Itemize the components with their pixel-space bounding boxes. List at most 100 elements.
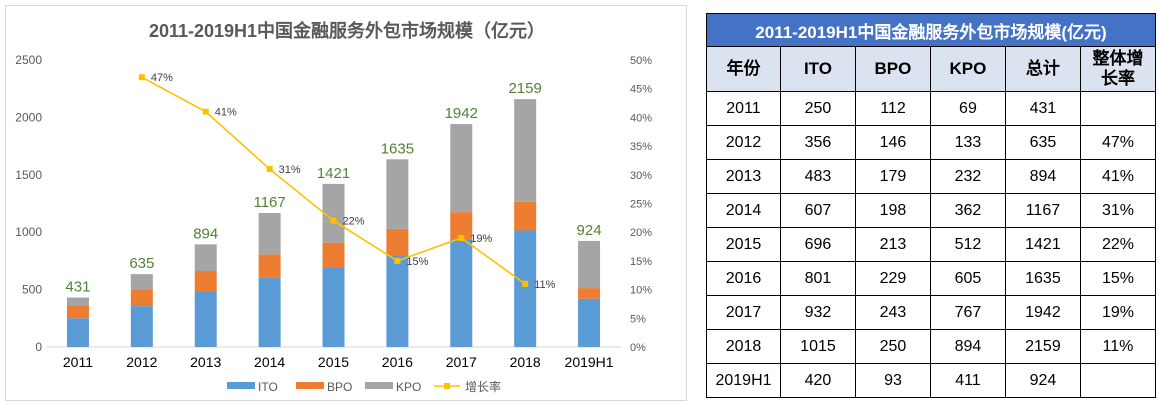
table-cell: 47%	[1079, 125, 1157, 160]
table-cell: 2159	[1004, 329, 1081, 364]
total-label: 2159	[508, 80, 541, 97]
table-cell: 696	[779, 227, 856, 262]
y2-tick-label: 5%	[630, 313, 646, 325]
y-tick-label: 1500	[15, 168, 42, 182]
table-cell: 15%	[1079, 261, 1157, 296]
legend-label: ITO	[258, 380, 278, 394]
table-cell: 932	[779, 295, 856, 330]
bar-bpo-2017	[450, 212, 473, 241]
legend-swatch-ito	[227, 382, 255, 389]
bar-kpo-2016	[386, 159, 409, 229]
data-table: 2011-2019H1中国金融服务外包市场规模(亿元) 年份 ITO BPO KPO 总…	[706, 13, 1157, 398]
x-tick-label: 2011	[63, 354, 93, 370]
table-header-4: 总计	[1004, 46, 1081, 92]
bar-kpo-2013	[194, 244, 217, 272]
chart-panel: 2011-2019H1中国金融服务外包市场规模（亿元） 0 500 1000 1500 2…	[5, 5, 687, 401]
table-cell: 420	[779, 363, 856, 398]
table-cell: 635	[1004, 125, 1081, 160]
y2-tick-label: 0%	[630, 342, 646, 354]
growth-rate-label: 15%	[406, 256, 428, 268]
bar-kpo-2018	[514, 99, 537, 202]
bar-bpo-2011	[66, 305, 89, 319]
bar-ito-2012	[130, 306, 153, 347]
bar-kpo-2015	[322, 183, 345, 243]
growth-rate-label: 22%	[343, 216, 365, 228]
legend-swatch-kpo	[365, 382, 393, 389]
table-cell: 2019H1	[706, 363, 781, 398]
growth-rate-point	[522, 280, 529, 287]
growth-rate-label: 31%	[279, 164, 301, 176]
bar-bpo-2016	[386, 228, 409, 256]
bar-kpo-2019H1	[578, 240, 601, 289]
table-cell: 607	[779, 193, 856, 228]
table-cell: 133	[929, 125, 1006, 160]
growth-rate-point	[138, 74, 145, 81]
table-cell: 512	[929, 227, 1006, 262]
bar-ito-2018	[514, 230, 537, 347]
table-cell: 767	[929, 295, 1006, 330]
table-header-1: ITO	[779, 46, 856, 92]
growth-rate-point	[202, 108, 209, 115]
y2-tick-label: 45%	[630, 84, 652, 96]
y2-tick-label: 10%	[630, 285, 652, 297]
table-cell: 1167	[1004, 193, 1081, 228]
table-cell: 229	[854, 261, 931, 296]
bar-bpo-2014	[258, 254, 281, 278]
total-label: 1635	[381, 140, 414, 157]
x-tick-label: 2015	[318, 354, 349, 370]
table-cell: 894	[1004, 159, 1081, 194]
table-cell	[1079, 91, 1157, 126]
table-row: 2012 356 146 133 635 47%	[706, 125, 1157, 160]
table-cell: 483	[779, 159, 856, 194]
y-tick-label: 2500	[15, 53, 42, 67]
bar-bpo-2019H1	[578, 288, 601, 299]
x-tick-label: 2018	[510, 354, 541, 370]
y-tick-label: 2000	[15, 110, 42, 124]
chart-title: 2011-2019H1中国金融服务外包市场规模（亿元）	[149, 20, 545, 41]
table-cell: 1942	[1004, 295, 1081, 330]
y2-tick-label: 35%	[630, 141, 652, 153]
bar-kpo-2014	[258, 213, 281, 255]
table-row: 2018 1015 250 894 2159 11%	[706, 329, 1157, 364]
table-cell: 2016	[706, 261, 781, 296]
legend-label: KPO	[396, 380, 421, 394]
table-cell: 232	[929, 159, 1006, 194]
table-cell: 894	[929, 329, 1006, 364]
table-row: 2014 607 198 362 1167 31%	[706, 193, 1157, 228]
table-cell: 1635	[1004, 261, 1081, 296]
table-title: 2011-2019H1中国金融服务外包市场规模(亿元)	[706, 13, 1156, 47]
table-header-row: 年份 ITO BPO KPO 总计 整体增长率	[706, 46, 1157, 92]
bar-kpo-2012	[130, 274, 153, 290]
table-header-0: 年份	[706, 46, 781, 92]
legend-swatch-growth-marker	[444, 383, 450, 389]
y2-tick-label: 20%	[630, 227, 652, 239]
x-tick-label: 2016	[382, 354, 413, 370]
table-row: 2011 250 112 69 431	[706, 91, 1157, 126]
growth-rate-label: 47%	[151, 72, 173, 84]
table-cell: 924	[1004, 363, 1081, 398]
y2-tick-label: 30%	[630, 170, 652, 182]
x-tick-label: 2017	[446, 354, 477, 370]
bar-kpo-2017	[450, 124, 473, 213]
table-cell: 801	[779, 261, 856, 296]
table-header-3: KPO	[929, 46, 1006, 92]
legend-swatch-bpo	[296, 382, 324, 389]
table-cell: 2012	[706, 125, 781, 160]
table-header-2: BPO	[854, 46, 931, 92]
y2-tick-label: 25%	[630, 199, 652, 211]
table-cell: 356	[779, 125, 856, 160]
table-cell: 69	[929, 91, 1006, 126]
table-cell: 1015	[779, 329, 856, 364]
growth-rate-point	[458, 234, 465, 241]
table-cell: 2011	[706, 91, 781, 126]
table-cell: 2014	[706, 193, 781, 228]
table-cell: 243	[854, 295, 931, 330]
table-row: 2015 696 213 512 1421 22%	[706, 227, 1157, 262]
total-label: 924	[577, 222, 602, 239]
bar-ito-2019H1	[578, 298, 601, 347]
table-cell: 31%	[1079, 193, 1157, 228]
table-cell: 213	[854, 227, 931, 262]
table-cell: 22%	[1079, 227, 1157, 262]
table-row: 2013 483 179 232 894 41%	[706, 159, 1157, 194]
table-cell: 2017	[706, 295, 781, 330]
